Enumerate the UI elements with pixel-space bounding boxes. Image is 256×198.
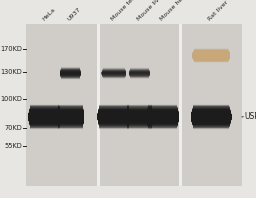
Text: 100KD: 100KD	[0, 96, 22, 102]
Text: U937: U937	[67, 7, 82, 22]
Text: Rat liver: Rat liver	[208, 0, 230, 22]
Bar	[179, 24, 182, 186]
Bar	[97, 24, 100, 186]
Text: USP26: USP26	[244, 112, 256, 121]
Text: Mouse liver: Mouse liver	[136, 0, 165, 22]
Text: 55KD: 55KD	[4, 143, 22, 149]
Bar	[26, 24, 242, 186]
Text: 170KD: 170KD	[0, 46, 22, 52]
Text: Mouse heart: Mouse heart	[159, 0, 190, 22]
Text: Mouse testis: Mouse testis	[110, 0, 142, 22]
Text: 70KD: 70KD	[4, 126, 22, 131]
Text: 130KD: 130KD	[0, 69, 22, 75]
Text: HeLa: HeLa	[41, 7, 56, 22]
